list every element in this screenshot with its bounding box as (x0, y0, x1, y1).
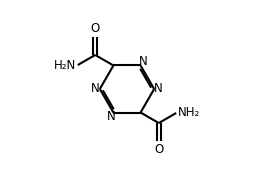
Text: O: O (154, 143, 163, 156)
Text: N: N (154, 82, 163, 96)
Text: N: N (138, 55, 147, 68)
Text: N: N (107, 110, 116, 123)
Text: NH₂: NH₂ (178, 106, 200, 119)
Text: O: O (91, 22, 100, 35)
Text: H₂N: H₂N (54, 59, 76, 72)
Text: N: N (91, 82, 100, 96)
